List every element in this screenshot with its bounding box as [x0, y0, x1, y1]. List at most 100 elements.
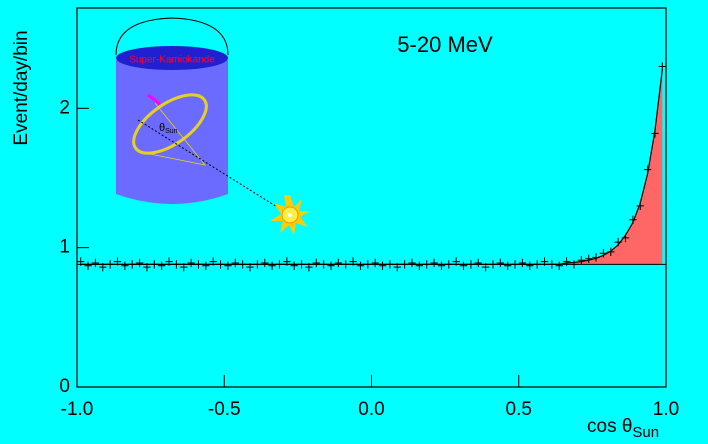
data-point [364, 260, 372, 269]
data-point [106, 260, 114, 269]
sun-direction [137, 119, 291, 216]
data-point [408, 258, 416, 268]
data-point [84, 261, 92, 270]
data-point [356, 261, 365, 270]
data-point [386, 260, 394, 269]
data-point [113, 257, 122, 266]
data-point [548, 260, 556, 269]
data-point [378, 261, 387, 270]
data-point [99, 262, 107, 272]
y-tick-label: 1 [59, 237, 70, 258]
data-point [393, 262, 401, 272]
data-point [467, 260, 475, 269]
angle-symbol: θ [159, 122, 165, 134]
data-point [121, 261, 129, 270]
data-point [187, 258, 195, 268]
data-point [415, 261, 424, 270]
data-point [275, 260, 284, 269]
angle-sub: Sun [165, 128, 178, 135]
y-tick-label: 2 [59, 97, 70, 118]
x-tick-label: 0.5 [506, 399, 532, 420]
data-point [636, 201, 644, 211]
angle-label: θSun [159, 122, 178, 135]
data-point [481, 262, 490, 272]
x-tick-label: 1.0 [653, 399, 679, 420]
data-point [327, 261, 335, 270]
data-point [504, 261, 512, 270]
data-point [157, 261, 166, 270]
data-point [91, 258, 100, 268]
data-point [496, 258, 505, 268]
data-point [128, 260, 136, 269]
x-label-main: cos θ [587, 416, 632, 437]
excess-area [566, 69, 663, 265]
data-point [526, 261, 534, 270]
data-point [511, 260, 519, 269]
data-point [518, 258, 527, 268]
tank-top [116, 46, 228, 70]
inset-diagram: Super-Kamiokande θSun [115, 17, 310, 235]
data-point [231, 258, 239, 268]
data-point [319, 260, 328, 269]
x-tick-label: -1.0 [61, 399, 94, 420]
data-point [540, 257, 549, 266]
data-point [555, 261, 563, 270]
data-point [283, 257, 291, 266]
data-point [570, 260, 578, 269]
data-point [651, 129, 659, 138]
data-point [172, 260, 181, 269]
arrow [147, 93, 161, 106]
data-point [202, 261, 210, 270]
data-point [297, 260, 306, 269]
data-point [238, 260, 247, 269]
data-point [143, 262, 151, 272]
data-point [459, 261, 468, 270]
data-point [216, 260, 225, 269]
data-point [224, 261, 232, 270]
inset-label: Super-Kamiokande [129, 55, 215, 66]
data-point [150, 260, 158, 269]
chart-title: 5-20 MeV [397, 32, 493, 57]
data-point [599, 249, 608, 258]
data-point [607, 247, 615, 257]
y-tick-label: 0 [59, 376, 70, 397]
data-point [452, 257, 460, 266]
data-point [165, 257, 173, 266]
data-point [209, 257, 217, 266]
data-point [261, 258, 269, 268]
data-point [585, 254, 593, 263]
x-tick-label: -0.5 [208, 399, 241, 420]
data-point [437, 261, 446, 270]
data-point [290, 261, 298, 270]
data-point [489, 260, 497, 269]
y-axis-label: Event/day/bin [11, 30, 32, 145]
data-point [180, 262, 188, 272]
dome [115, 17, 229, 56]
sun [270, 195, 310, 235]
data-point [400, 260, 409, 269]
data-point [77, 257, 85, 266]
x-label-sub: Sun [632, 424, 659, 441]
data-point [135, 258, 144, 268]
data-point [562, 257, 571, 266]
data-point [474, 258, 482, 268]
x-tick-label: 0.0 [358, 399, 384, 420]
data-point [533, 260, 541, 269]
data-point [577, 256, 586, 265]
data-point [246, 262, 254, 272]
data-point [629, 215, 637, 224]
cone [139, 102, 207, 166]
data-point [253, 260, 262, 269]
data-point [643, 165, 652, 174]
x-axis-label: cos θSun [587, 416, 659, 441]
data-point [305, 262, 313, 272]
data-point [268, 261, 276, 270]
data-point [342, 260, 350, 269]
data-point [430, 258, 438, 268]
data-point [334, 258, 343, 268]
data-point [592, 253, 600, 262]
data-point [371, 258, 379, 268]
data-point [445, 260, 453, 269]
